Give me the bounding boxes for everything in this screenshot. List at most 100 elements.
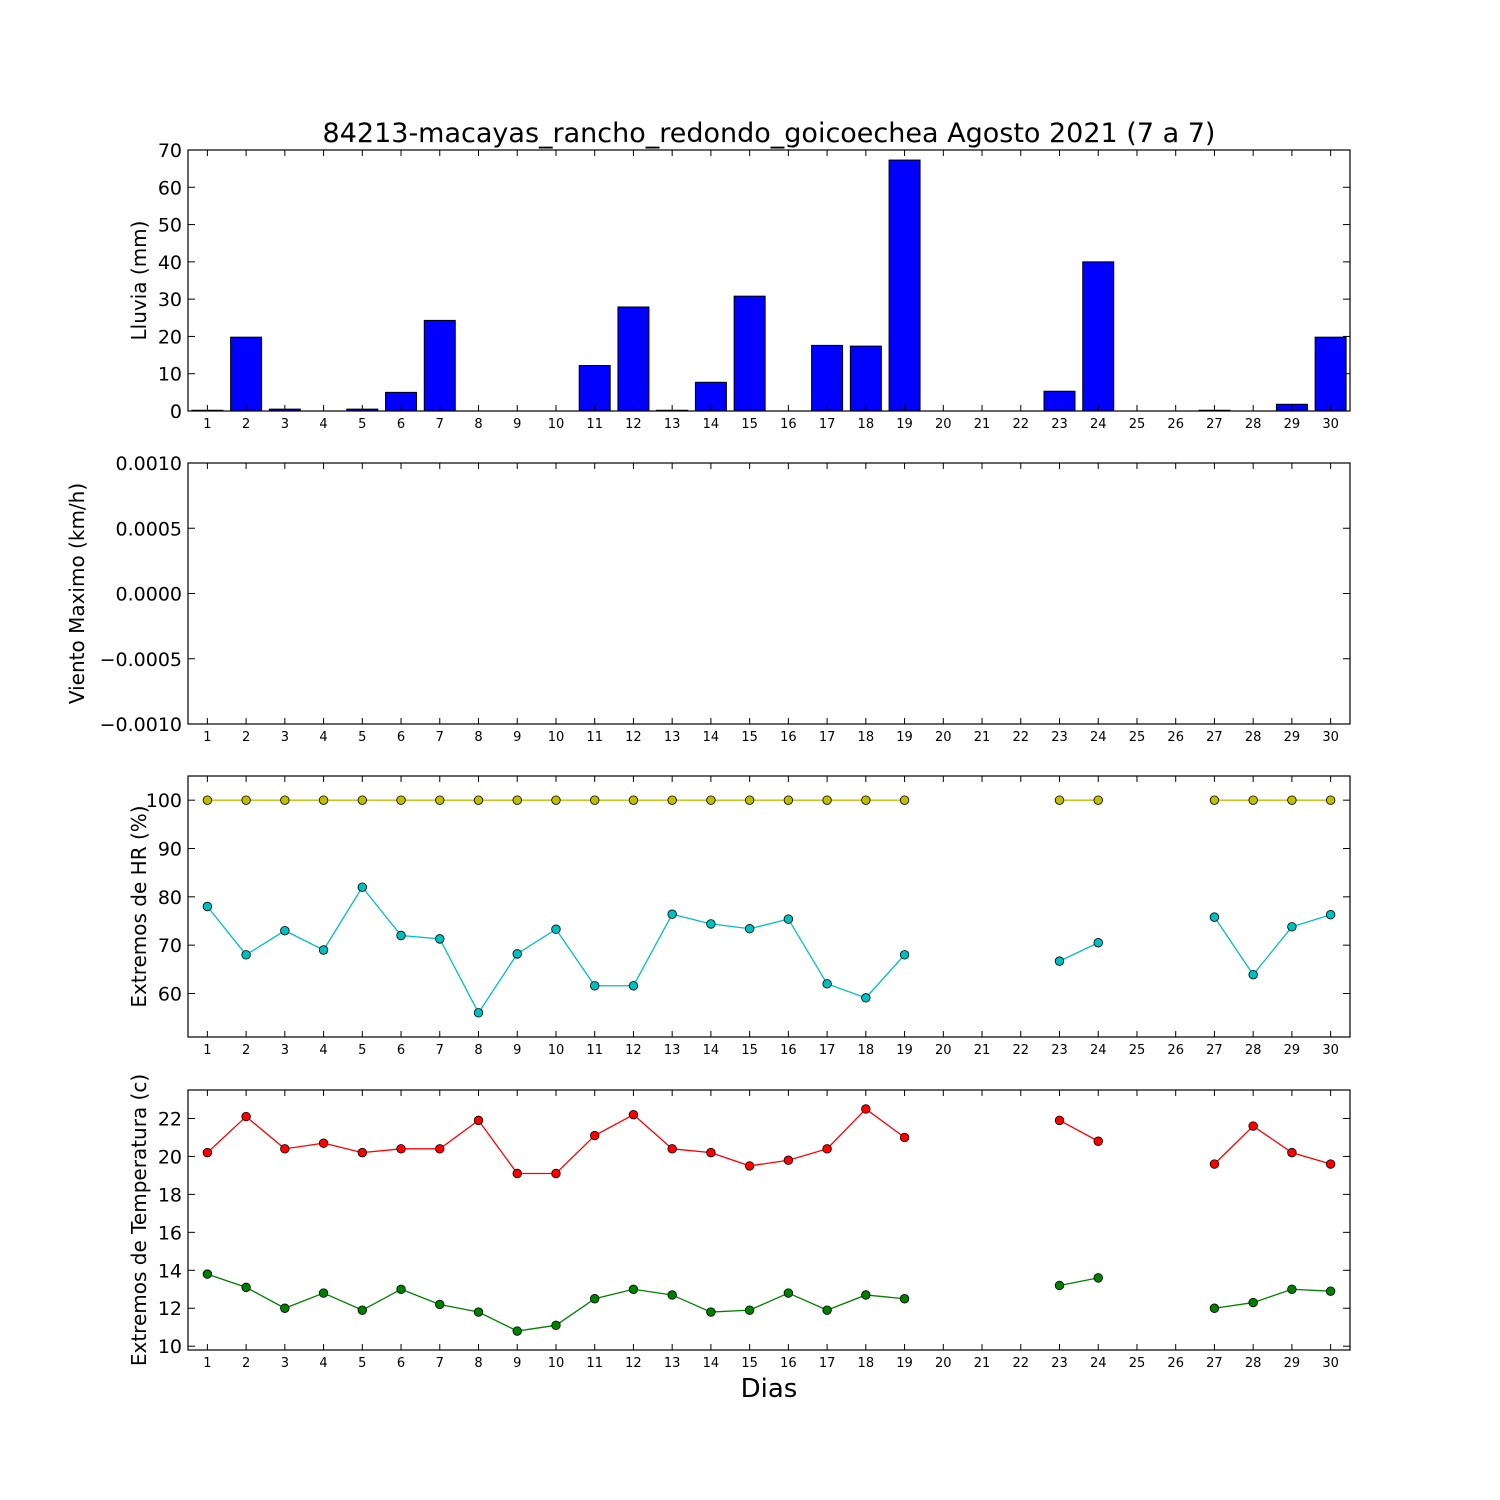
xtick-label: 27	[1206, 730, 1223, 745]
humidity-data-point	[1209, 912, 1220, 922]
ytick-label: 10	[158, 364, 182, 386]
xtick-label: 29	[1284, 730, 1301, 745]
xtick-label: 15	[741, 1356, 758, 1371]
humidity-data-point	[1093, 795, 1103, 805]
humidity-data-point	[783, 914, 794, 924]
ytick-label: 40	[158, 252, 182, 274]
xtick-label: 26	[1167, 730, 1184, 745]
xtick-label: 22	[1012, 1356, 1029, 1371]
xtick-label: 11	[586, 417, 603, 432]
humidity-data-point	[1325, 795, 1336, 805]
xtick-label: 3	[281, 1356, 289, 1371]
humidity-data-point	[899, 950, 910, 960]
humidity-data-point	[241, 795, 251, 805]
rain-bar	[230, 336, 263, 412]
xtick-label: 20	[935, 417, 952, 432]
panel-temperature-ylabel: Extremos de Temperatura (c)	[127, 1074, 151, 1366]
humidity-data-point	[435, 934, 445, 944]
xtick-label: 3	[281, 730, 289, 745]
xtick-label: 4	[319, 417, 327, 432]
temperature-series-line	[1059, 1119, 1099, 1142]
xtick-label: 11	[586, 1043, 603, 1058]
xtick-label: 27	[1206, 1356, 1223, 1371]
humidity-data-point	[318, 795, 329, 805]
temperature-data-point	[1287, 1147, 1297, 1158]
humidity-data-point	[280, 795, 290, 805]
xtick-label: 28	[1245, 1356, 1262, 1371]
ytick-label: 60	[158, 177, 182, 199]
temperature-data-point	[318, 1288, 329, 1298]
xtick-label: 1	[203, 730, 211, 745]
panel-humidity-ylabel: Extremos de HR (%)	[127, 805, 151, 1007]
xtick-label: 30	[1322, 417, 1339, 432]
humidity-data-point	[783, 795, 794, 805]
xtick-label: 19	[896, 1356, 913, 1371]
humidity-data-point	[899, 795, 910, 805]
xtick-label: 17	[819, 1356, 836, 1371]
temperature-data-point	[744, 1305, 755, 1315]
xtick-label: 12	[625, 417, 642, 432]
humidity-data-point	[822, 979, 832, 989]
xtick-label: 23	[1051, 417, 1068, 432]
temperature-data-point	[1209, 1303, 1220, 1313]
xtick-label: 16	[780, 1356, 797, 1371]
xtick-label: 8	[474, 1043, 482, 1058]
xtick-label: 5	[358, 1356, 366, 1371]
ytick-label: 60	[158, 984, 182, 1006]
temperature-data-point	[435, 1299, 445, 1310]
temperature-data-point	[551, 1168, 561, 1179]
temperature-data-point	[473, 1307, 484, 1317]
rain-bar	[733, 295, 766, 412]
ytick-label: 12	[158, 1298, 182, 1320]
temperature-data-point	[512, 1326, 522, 1336]
temperature-data-point	[1054, 1280, 1065, 1291]
ytick-label: 0.0000	[116, 584, 182, 606]
humidity-series-line	[1213, 914, 1331, 976]
temperature-data-point	[744, 1161, 755, 1171]
xtick-label: 10	[548, 1356, 565, 1371]
xtick-label: 3	[281, 417, 289, 432]
xtick-label: 5	[358, 1043, 366, 1058]
xtick-label: 30	[1322, 730, 1339, 745]
xtick-label: 12	[625, 1356, 642, 1371]
humidity-data-point	[628, 981, 639, 991]
humidity-data-point	[357, 795, 368, 805]
xtick-label: 5	[358, 417, 366, 432]
xtick-label: 2	[242, 1043, 250, 1058]
xtick-label: 28	[1245, 417, 1262, 432]
xtick-label: 16	[780, 1043, 797, 1058]
xtick-label: 12	[625, 730, 642, 745]
xtick-label: 21	[974, 730, 991, 745]
xtick-label: 9	[513, 730, 521, 745]
xtick-label: 22	[1012, 1043, 1029, 1058]
xtick-label: 13	[664, 417, 681, 432]
temperature-data-point	[241, 1282, 251, 1293]
xtick-label: 13	[664, 730, 681, 745]
temperature-data-point	[1325, 1286, 1336, 1296]
ytick-label: 90	[158, 839, 182, 861]
humidity-data-point	[512, 795, 522, 805]
rain-bar	[849, 345, 882, 412]
humidity-data-point	[1325, 910, 1336, 920]
xtick-label: 9	[513, 1356, 521, 1371]
xtick-label: 23	[1051, 730, 1068, 745]
xtick-label: 4	[319, 1043, 327, 1058]
temperature-data-point	[202, 1147, 213, 1158]
temperature-data-point	[899, 1132, 910, 1143]
humidity-data-point	[318, 945, 329, 955]
panel-humidity-frame	[187, 775, 1351, 1038]
xtick-label: 17	[819, 730, 836, 745]
humidity-data-point	[1054, 956, 1065, 966]
xtick-label: 15	[741, 730, 758, 745]
xtick-label: 19	[896, 730, 913, 745]
xtick-label: 10	[548, 1043, 565, 1058]
xtick-label: 29	[1284, 1043, 1301, 1058]
xtick-label: 1	[203, 417, 211, 432]
xtick-label: 29	[1284, 417, 1301, 432]
xtick-label: 29	[1284, 1356, 1301, 1371]
humidity-data-point	[628, 795, 639, 805]
